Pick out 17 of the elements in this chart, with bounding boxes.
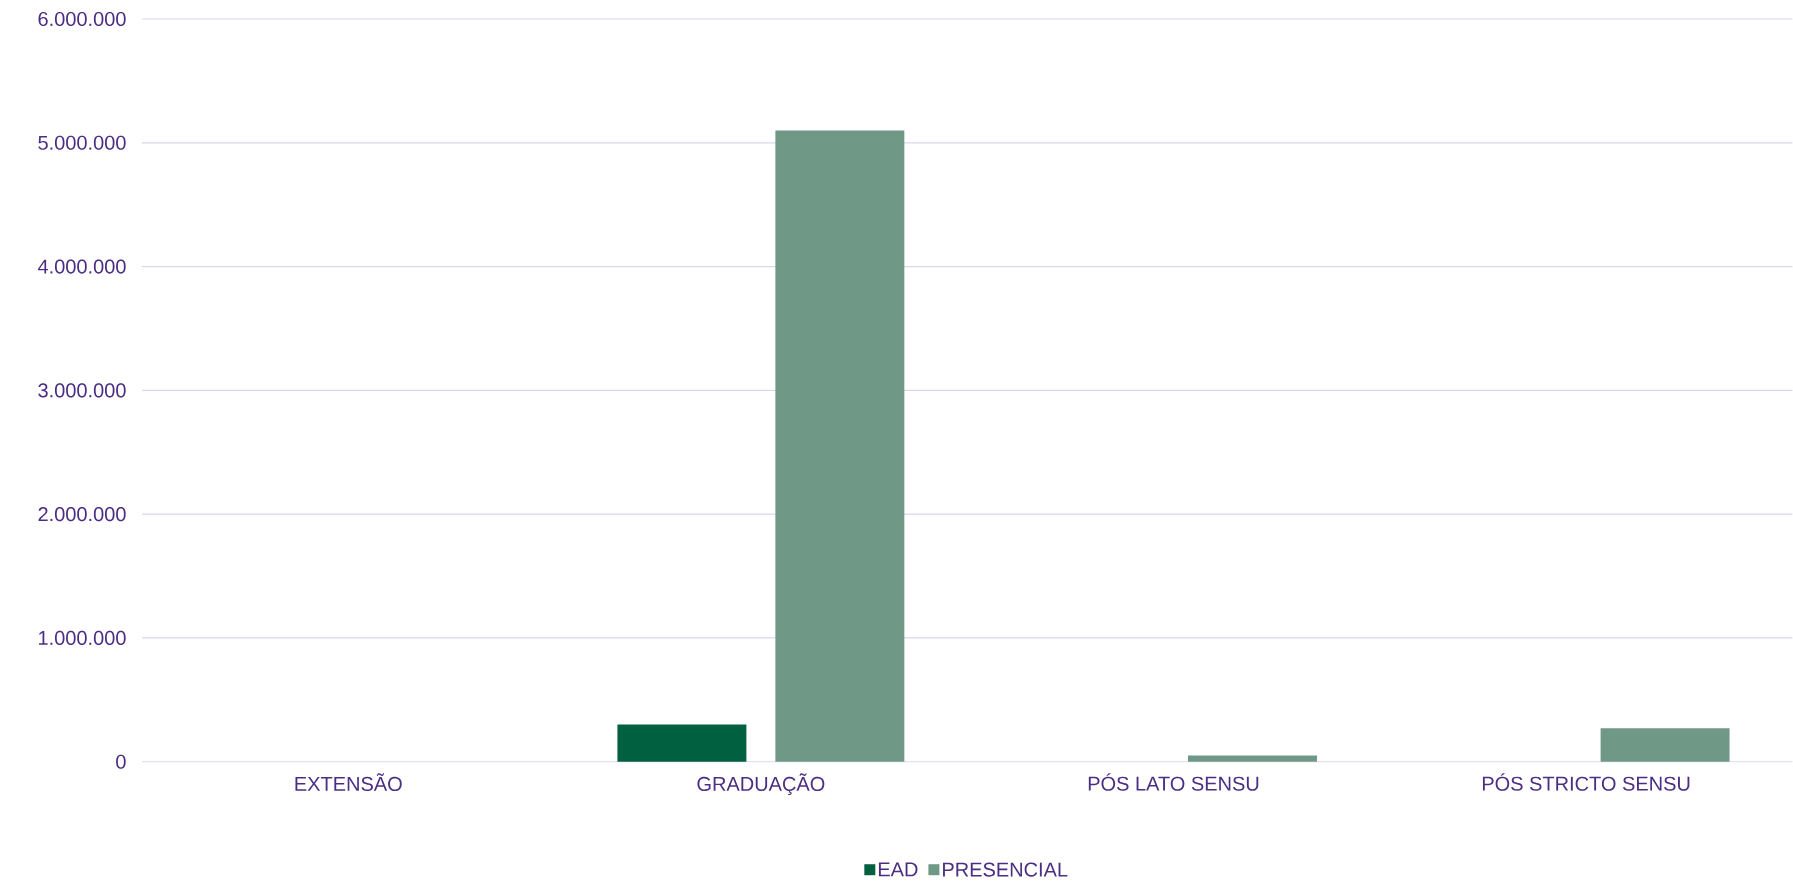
- bar: [1187, 755, 1317, 762]
- x-tick-label: GRADUAÇÃO: [697, 773, 825, 796]
- bar: [617, 724, 747, 762]
- y-tick-label: 4.000.000: [37, 259, 126, 274]
- y-tick-label: 0: [116, 754, 126, 769]
- x-tick-label: PÓS LATO SENSU: [1088, 773, 1259, 791]
- x-tick-label: PÓS STRICTO SENSU: [1482, 773, 1690, 791]
- y-tick-label: 6.000.000: [38, 12, 126, 27]
- x-tick-label: EXTENSÃO: [295, 773, 402, 792]
- bar: [1600, 728, 1730, 762]
- legend-label: PRESENCIAL: [943, 862, 1068, 877]
- y-tick-label: 3.000.000: [38, 383, 126, 398]
- legend-label: EAD: [878, 862, 918, 877]
- bar: [775, 130, 905, 762]
- y-tick-label: 1.000.000: [39, 631, 126, 646]
- y-tick-label: 5.000.000: [38, 135, 126, 151]
- y-tick-label: 2.000.000: [38, 507, 126, 522]
